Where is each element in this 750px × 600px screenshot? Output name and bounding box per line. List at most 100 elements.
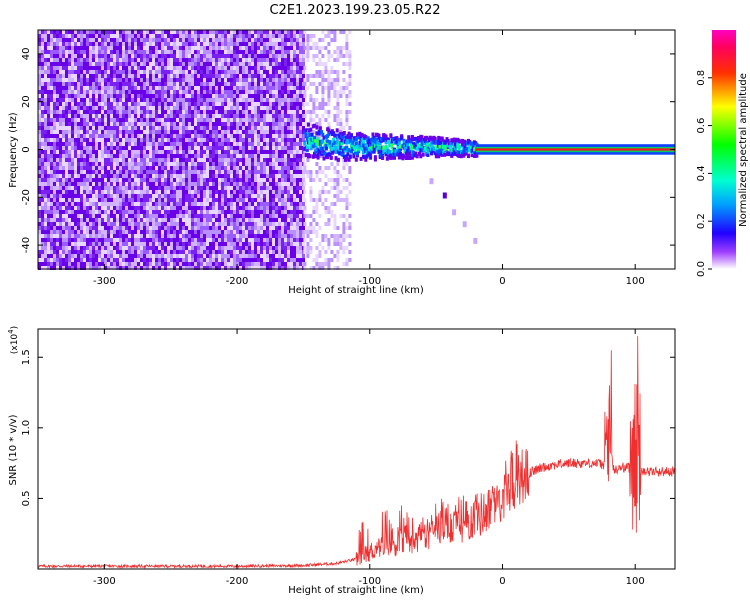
heatmap-cell xyxy=(221,234,224,238)
heatmap-cell xyxy=(59,198,62,202)
heatmap-cell xyxy=(161,186,164,190)
heatmap-cell xyxy=(224,242,227,246)
heatmap-cell xyxy=(227,58,230,62)
heatmap-cell xyxy=(62,98,65,102)
heatmap-cell xyxy=(98,238,101,242)
heatmap-cell xyxy=(212,122,215,126)
heatmap-cell xyxy=(212,34,215,38)
heatmap-cell xyxy=(230,78,233,82)
heatmap-cell xyxy=(287,46,290,50)
heatmap-cell xyxy=(263,118,266,122)
heatmap-cell xyxy=(113,158,116,162)
heatmap-cell xyxy=(128,230,131,234)
heatmap-cell xyxy=(278,154,281,158)
heatmap-cell xyxy=(110,262,113,266)
heatmap-cell xyxy=(212,142,215,146)
heatmap-cell xyxy=(68,130,71,134)
heatmap-cell xyxy=(53,254,56,258)
heatmap-cell xyxy=(239,98,242,102)
heatmap-cell xyxy=(278,158,281,162)
heatmap-cell xyxy=(59,158,62,162)
heatmap-cell xyxy=(113,62,116,66)
heatmap-cell xyxy=(281,42,284,46)
heatmap-cell xyxy=(176,34,179,38)
heatmap-cell xyxy=(242,158,245,162)
heatmap-cell xyxy=(140,242,143,246)
heatmap-cell xyxy=(224,66,227,70)
heatmap-cell xyxy=(56,54,59,58)
heatmap-cell xyxy=(92,74,95,78)
heatmap-cell xyxy=(230,250,233,254)
heatmap-cell xyxy=(44,78,47,82)
heatmap-cell xyxy=(134,134,137,138)
heatmap-cell xyxy=(203,166,206,170)
heatmap-cell xyxy=(104,138,107,142)
heatmap-cell xyxy=(197,126,200,130)
heatmap-cell xyxy=(41,186,44,190)
heatmap-cell xyxy=(269,178,272,182)
heatmap-cell xyxy=(47,202,50,206)
heatmap-cell xyxy=(248,142,251,146)
heatmap-cell xyxy=(227,206,230,210)
heatmap-cell xyxy=(242,214,245,218)
heatmap-cell xyxy=(173,206,176,210)
heatmap-cell xyxy=(176,54,179,58)
heatmap-cell xyxy=(113,266,116,270)
heatmap-cell xyxy=(167,74,170,78)
heatmap-cell xyxy=(176,242,179,246)
heatmap-cell xyxy=(38,130,41,134)
heatmap-cell xyxy=(119,202,122,206)
heatmap-cell xyxy=(197,74,200,78)
heatmap-cell xyxy=(74,122,77,126)
heatmap-cell xyxy=(176,110,179,114)
heatmap-cell xyxy=(236,198,239,202)
heatmap-cell xyxy=(284,54,287,58)
heatmap-cell xyxy=(152,186,155,190)
heatmap-cell xyxy=(239,254,242,258)
heatmap-cell xyxy=(233,210,236,214)
heatmap-cell xyxy=(218,262,221,266)
heatmap-cell xyxy=(80,182,83,186)
heatmap-cell xyxy=(149,38,152,42)
heatmap-cell xyxy=(107,230,110,234)
heatmap-cell xyxy=(260,166,263,170)
heatmap-cell xyxy=(203,186,206,190)
heatmap-cell xyxy=(242,174,245,178)
heatmap-cell xyxy=(47,222,50,226)
heatmap-cell xyxy=(92,110,95,114)
heatmap-cell xyxy=(194,226,197,230)
heatmap-cell xyxy=(161,218,164,222)
heatmap-cell xyxy=(218,34,221,38)
heatmap-cell xyxy=(71,106,74,110)
heatmap-cell xyxy=(170,126,173,130)
heatmap-cell xyxy=(194,266,197,270)
heatmap-cell xyxy=(158,102,161,106)
heatmap-cell xyxy=(224,142,227,146)
heatmap-cell xyxy=(137,178,140,182)
heatmap-cell xyxy=(158,230,161,234)
heatmap-cell xyxy=(257,98,260,102)
heatmap-cell xyxy=(206,54,209,58)
heatmap-cell xyxy=(113,218,116,222)
heatmap-cell xyxy=(203,250,206,254)
heatmap-cell xyxy=(176,162,179,166)
heatmap-cell xyxy=(80,58,83,62)
heatmap-cell xyxy=(170,58,173,62)
heatmap-cell xyxy=(80,198,83,202)
heatmap-cell xyxy=(74,198,77,202)
heatmap-cell xyxy=(242,86,245,90)
heatmap-cell xyxy=(41,78,44,82)
heatmap-cell xyxy=(230,202,233,206)
heatmap-cell xyxy=(245,126,248,130)
heatmap-cell xyxy=(221,138,224,142)
heatmap-cell xyxy=(62,138,65,142)
heatmap-cell xyxy=(263,222,266,226)
heatmap-cell xyxy=(59,78,62,82)
heatmap-cell xyxy=(188,186,191,190)
heatmap-cell xyxy=(116,246,119,250)
heatmap-cell xyxy=(203,194,206,198)
heatmap-cell xyxy=(71,242,74,246)
heatmap-cell xyxy=(257,114,260,118)
heatmap-cell xyxy=(272,162,275,166)
heatmap-cell xyxy=(140,170,143,174)
